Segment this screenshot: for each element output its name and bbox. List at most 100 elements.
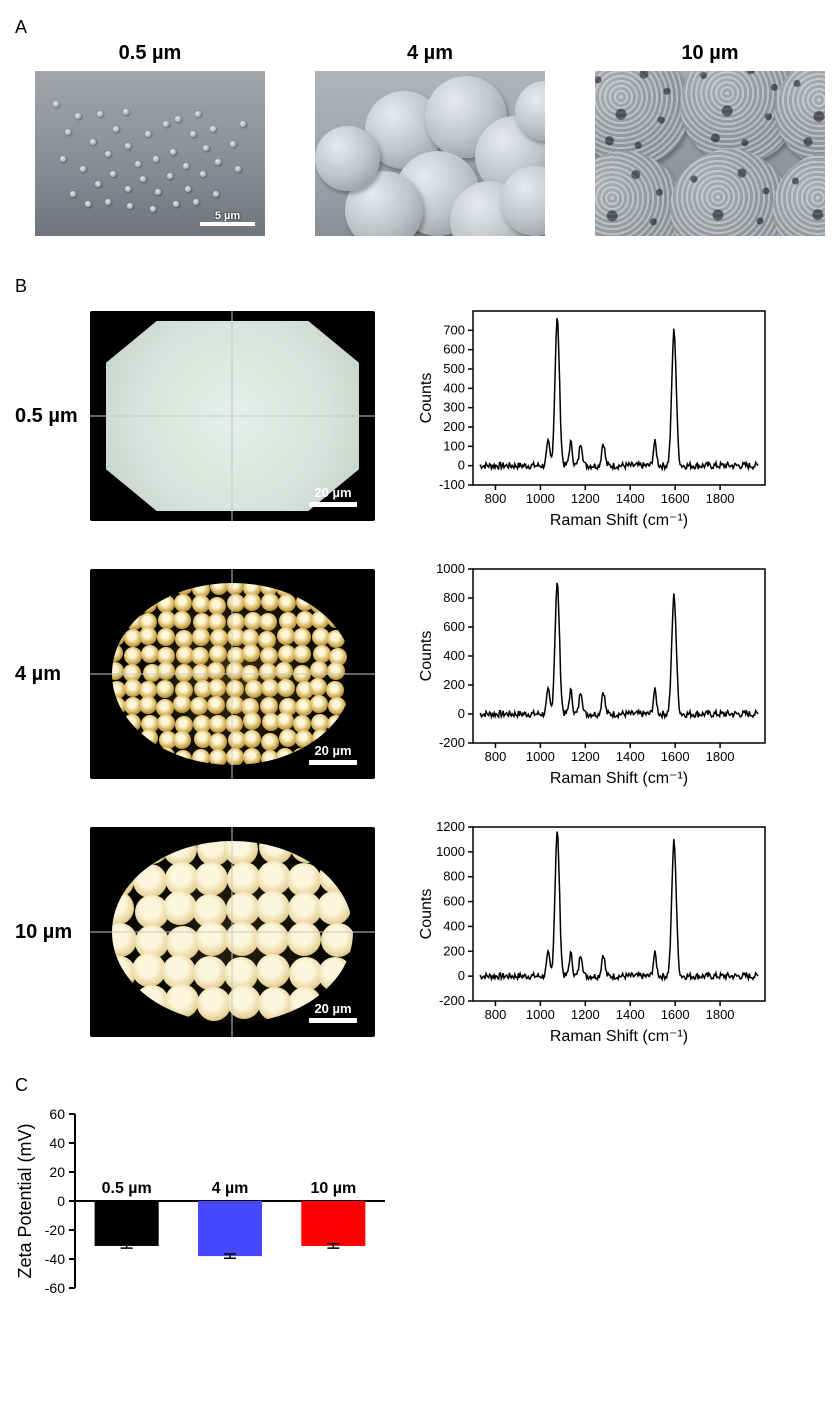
panel-b-rowlabel: 0.5 µm bbox=[15, 405, 90, 428]
svg-text:1000: 1000 bbox=[436, 561, 465, 576]
panel-b-container: 0.5 µm20 µm80010001200140016001800-10001… bbox=[15, 301, 825, 1047]
svg-text:40: 40 bbox=[49, 1135, 65, 1151]
zeta-bar bbox=[95, 1201, 159, 1246]
optical-scalebar-label: 20 µm bbox=[314, 1001, 351, 1016]
sem-block-10: 10 µm 5 µm bbox=[595, 42, 825, 236]
svg-text:Zeta Potential (mV): Zeta Potential (mV) bbox=[15, 1123, 35, 1278]
svg-text:-20: -20 bbox=[45, 1222, 65, 1238]
zeta-bar bbox=[301, 1201, 365, 1246]
panel-c-wrap: -60 -40 -20 0 20 40 60 Zeta Potential (mV) 0.5 µ… bbox=[15, 1106, 825, 1301]
zeta-bar bbox=[198, 1201, 262, 1256]
svg-text:600: 600 bbox=[443, 894, 465, 909]
svg-text:1600: 1600 bbox=[661, 491, 690, 506]
optical-scalebar: 20 µm bbox=[309, 485, 357, 507]
svg-text:1200: 1200 bbox=[571, 1007, 600, 1022]
svg-text:60: 60 bbox=[49, 1106, 65, 1122]
svg-text:1200: 1200 bbox=[571, 491, 600, 506]
optical-scalebar-label: 20 µm bbox=[314, 743, 351, 758]
svg-text:Raman Shift (cm⁻¹): Raman Shift (cm⁻¹) bbox=[550, 770, 688, 787]
svg-text:200: 200 bbox=[443, 677, 465, 692]
sem-image-0p5: 5 µm bbox=[35, 71, 265, 236]
raman-spectrum: 800 1000 1200 1400 1600 1800 -100 0 100 200 300 400… bbox=[415, 301, 775, 531]
svg-text:100: 100 bbox=[443, 438, 465, 453]
svg-text:1400: 1400 bbox=[616, 749, 645, 764]
sem-title-10: 10 µm bbox=[595, 42, 825, 65]
optical-scalebar: 20 µm bbox=[309, 1001, 357, 1023]
zeta-bar-label: 4 µm bbox=[212, 1180, 249, 1197]
svg-text:600: 600 bbox=[443, 342, 465, 357]
optical-image: 20 µm bbox=[90, 311, 375, 521]
svg-text:500: 500 bbox=[443, 361, 465, 376]
svg-text:1000: 1000 bbox=[526, 1007, 555, 1022]
sem-scalebar-0p5: 5 µm bbox=[200, 210, 255, 226]
zeta-bar-label: 10 µm bbox=[310, 1180, 356, 1197]
svg-text:-40: -40 bbox=[45, 1251, 65, 1267]
svg-text:1400: 1400 bbox=[616, 491, 645, 506]
svg-text:800: 800 bbox=[485, 491, 507, 506]
svg-text:Counts: Counts bbox=[418, 889, 435, 940]
svg-text:-200: -200 bbox=[439, 735, 465, 750]
svg-text:200: 200 bbox=[443, 419, 465, 434]
svg-text:400: 400 bbox=[443, 648, 465, 663]
optical-image: 20 µm bbox=[90, 827, 375, 1037]
svg-text:-200: -200 bbox=[439, 993, 465, 1008]
panel-a-row: 0.5 µm 5 µm 4 µm 5 µm 10 µm 5 µm bbox=[35, 42, 825, 236]
sem-scalebar-bar bbox=[200, 222, 255, 226]
raman-spectrum: 800 1000 1200 1400 1600 1800 -200 0 200 400 600 800… bbox=[415, 559, 775, 789]
optical-scalebar-bar bbox=[309, 502, 357, 507]
panel-b-row: 10 µm 20 µm 800 1000 1200 1400 1600 1800 -200 0 20… bbox=[15, 817, 825, 1047]
svg-text:Counts: Counts bbox=[418, 373, 435, 424]
svg-text:1000: 1000 bbox=[526, 491, 555, 506]
svg-text:700: 700 bbox=[443, 322, 465, 337]
svg-text:0: 0 bbox=[57, 1193, 65, 1209]
sem-title-0p5: 0.5 µm bbox=[35, 42, 265, 65]
svg-text:600: 600 bbox=[443, 619, 465, 634]
svg-text:800: 800 bbox=[443, 590, 465, 605]
svg-text:Raman Shift (cm⁻¹): Raman Shift (cm⁻¹) bbox=[550, 512, 688, 529]
svg-text:1000: 1000 bbox=[526, 749, 555, 764]
svg-text:Raman Shift (cm⁻¹): Raman Shift (cm⁻¹) bbox=[550, 1028, 688, 1045]
svg-text:-60: -60 bbox=[45, 1280, 65, 1296]
panel-b-rowlabel: 4 µm bbox=[15, 663, 90, 686]
svg-text:-100: -100 bbox=[439, 477, 465, 492]
svg-text:800: 800 bbox=[485, 1007, 507, 1022]
svg-text:800: 800 bbox=[443, 869, 465, 884]
panel-b-rowlabel: 10 µm bbox=[15, 921, 90, 944]
optical-scalebar: 20 µm bbox=[309, 743, 357, 765]
optical-scalebar-bar bbox=[309, 760, 357, 765]
svg-text:400: 400 bbox=[443, 918, 465, 933]
sem-image-10: 5 µm bbox=[595, 71, 825, 236]
sem-scalebar-label: 5 µm bbox=[215, 210, 240, 222]
panel-b-label: B bbox=[15, 276, 825, 297]
optical-image: 20 µm bbox=[90, 569, 375, 779]
sem-image-4: 5 µm bbox=[315, 71, 545, 236]
svg-text:300: 300 bbox=[443, 400, 465, 415]
optical-scalebar-bar bbox=[309, 1018, 357, 1023]
panel-b-row: 0.5 µm 20 µm 800 1000 1200 1400 1600 1800 -100 0 1… bbox=[15, 301, 825, 531]
svg-text:0: 0 bbox=[458, 458, 465, 473]
svg-text:1200: 1200 bbox=[571, 749, 600, 764]
svg-text:20: 20 bbox=[49, 1164, 65, 1180]
optical-scalebar-label: 20 µm bbox=[314, 485, 351, 500]
svg-text:1200: 1200 bbox=[436, 819, 465, 834]
panel-b-row: 4 µm 20 µm 800 1000 1200 1400 1600 1800 -200 0 200… bbox=[15, 559, 825, 789]
svg-text:0: 0 bbox=[458, 706, 465, 721]
sem-block-4: 4 µm 5 µm bbox=[315, 42, 545, 236]
zeta-bar-chart: -60 -40 -20 0 20 40 60 Zeta Potential (mV) 0.5 µ… bbox=[15, 1106, 395, 1296]
panel-c-label: C bbox=[15, 1075, 825, 1096]
svg-text:0: 0 bbox=[458, 968, 465, 983]
svg-text:Counts: Counts bbox=[418, 631, 435, 682]
svg-text:1800: 1800 bbox=[706, 1007, 735, 1022]
svg-text:1600: 1600 bbox=[661, 749, 690, 764]
svg-text:200: 200 bbox=[443, 943, 465, 958]
svg-text:1800: 1800 bbox=[706, 749, 735, 764]
svg-text:1600: 1600 bbox=[661, 1007, 690, 1022]
sem-title-4: 4 µm bbox=[315, 42, 545, 65]
svg-text:1400: 1400 bbox=[616, 1007, 645, 1022]
zeta-bar-label: 0.5 µm bbox=[102, 1180, 152, 1197]
raman-spectrum: 800 1000 1200 1400 1600 1800 -200 0 200 400 600 800… bbox=[415, 817, 775, 1047]
svg-text:1800: 1800 bbox=[706, 491, 735, 506]
svg-text:400: 400 bbox=[443, 380, 465, 395]
svg-text:1000: 1000 bbox=[436, 844, 465, 859]
svg-text:800: 800 bbox=[485, 749, 507, 764]
